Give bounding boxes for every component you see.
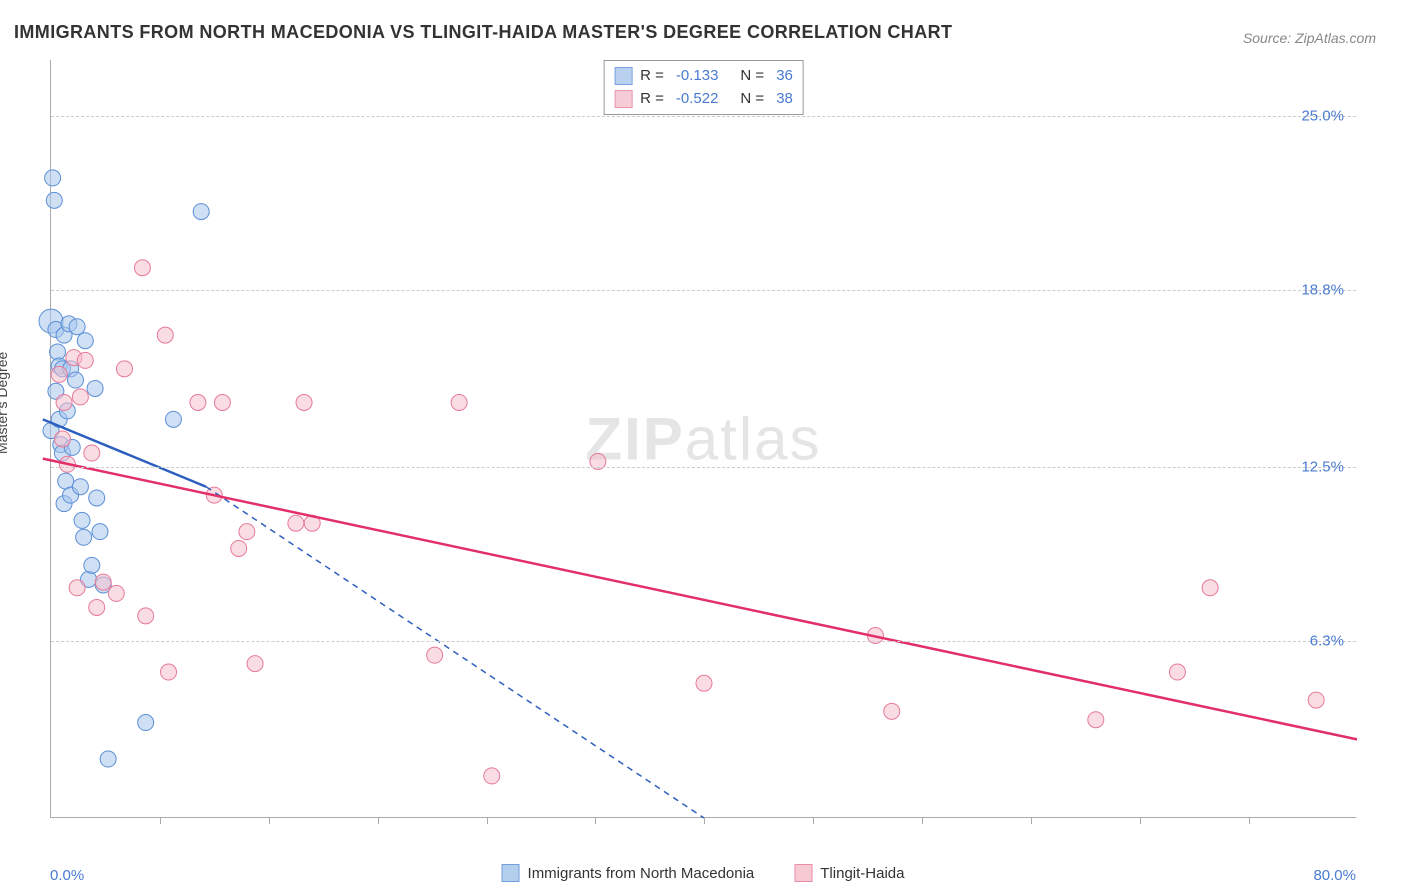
legend-swatch — [614, 67, 632, 85]
gridline — [51, 290, 1356, 291]
chart-svg — [51, 60, 1356, 817]
data-point — [239, 524, 255, 540]
gridline — [51, 467, 1356, 468]
data-point — [1169, 664, 1185, 680]
y-axis-title: Master's Degree — [0, 352, 10, 454]
data-point — [214, 395, 230, 411]
data-point — [696, 675, 712, 691]
r-value: -0.133 — [676, 65, 719, 88]
data-point — [484, 768, 500, 784]
data-point — [51, 366, 67, 382]
data-point — [84, 557, 100, 573]
data-point — [76, 529, 92, 545]
data-point — [92, 524, 108, 540]
gridline — [51, 641, 1356, 642]
n-label: N = — [740, 65, 764, 88]
x-tick — [487, 817, 488, 824]
data-point — [451, 395, 467, 411]
data-point — [46, 192, 62, 208]
legend-label: Tlingit-Haida — [820, 865, 904, 882]
chart-container: IMMIGRANTS FROM NORTH MACEDONIA VS TLING… — [0, 0, 1406, 892]
data-point — [231, 540, 247, 556]
correlation-legend: R = -0.133 N = 36 R = -0.522 N = 38 — [603, 60, 804, 115]
data-point — [69, 319, 85, 335]
legend-item: Immigrants from North Macedonia — [502, 864, 755, 882]
data-point — [427, 647, 443, 663]
x-axis-min-label: 0.0% — [50, 867, 84, 884]
r-value: -0.522 — [676, 88, 719, 111]
data-point — [56, 395, 72, 411]
data-point — [1308, 692, 1324, 708]
data-point — [77, 352, 93, 368]
y-tick-label: 6.3% — [1310, 633, 1344, 650]
data-point — [74, 512, 90, 528]
legend-row: R = -0.522 N = 38 — [614, 88, 793, 111]
x-tick — [1249, 817, 1250, 824]
x-tick — [922, 817, 923, 824]
x-tick — [813, 817, 814, 824]
data-point — [100, 751, 116, 767]
legend-swatch — [502, 864, 520, 882]
n-value: 36 — [776, 65, 793, 88]
data-point — [84, 445, 100, 461]
data-point — [89, 490, 105, 506]
source-attribution: Source: ZipAtlas.com — [1243, 30, 1376, 46]
r-label: R = — [640, 88, 664, 111]
x-tick — [269, 817, 270, 824]
data-point — [72, 389, 88, 405]
y-tick-label: 18.8% — [1301, 282, 1344, 299]
x-tick — [595, 817, 596, 824]
data-point — [134, 260, 150, 276]
data-point — [193, 204, 209, 220]
n-value: 38 — [776, 88, 793, 111]
data-point — [157, 327, 173, 343]
data-point — [72, 479, 88, 495]
data-point — [77, 333, 93, 349]
data-point — [108, 585, 124, 601]
y-tick-label: 25.0% — [1301, 108, 1344, 125]
data-point — [138, 715, 154, 731]
trend-line — [206, 487, 704, 818]
x-tick — [1140, 817, 1141, 824]
series-legend: Immigrants from North Macedonia Tlingit-H… — [502, 864, 905, 882]
gridline — [51, 116, 1356, 117]
data-point — [87, 380, 103, 396]
trend-line — [43, 459, 1357, 740]
n-label: N = — [740, 88, 764, 111]
r-label: R = — [640, 65, 664, 88]
plot-area: ZIPatlas R = -0.133N = 36R = -0.522N = 3… — [50, 60, 1356, 818]
data-point — [67, 372, 83, 388]
x-tick — [1031, 817, 1032, 824]
data-point — [1088, 712, 1104, 728]
x-tick — [378, 817, 379, 824]
legend-label: Immigrants from North Macedonia — [528, 865, 755, 882]
data-point — [165, 411, 181, 427]
legend-row: R = -0.133 N = 36 — [614, 65, 793, 88]
data-point — [69, 580, 85, 596]
x-tick — [704, 817, 705, 824]
data-point — [161, 664, 177, 680]
data-point — [116, 361, 132, 377]
data-point — [54, 431, 70, 447]
data-point — [50, 344, 66, 360]
data-point — [138, 608, 154, 624]
data-point — [288, 515, 304, 531]
data-point — [296, 395, 312, 411]
legend-swatch — [794, 864, 812, 882]
data-point — [190, 395, 206, 411]
data-point — [1202, 580, 1218, 596]
data-point — [247, 656, 263, 672]
x-axis-max-label: 80.0% — [1313, 867, 1356, 884]
data-point — [95, 574, 111, 590]
data-point — [89, 599, 105, 615]
data-point — [884, 703, 900, 719]
data-point — [45, 170, 61, 186]
legend-item: Tlingit-Haida — [794, 864, 904, 882]
x-tick — [160, 817, 161, 824]
chart-title: IMMIGRANTS FROM NORTH MACEDONIA VS TLING… — [14, 22, 952, 43]
legend-swatch — [614, 90, 632, 108]
y-tick-label: 12.5% — [1301, 459, 1344, 476]
